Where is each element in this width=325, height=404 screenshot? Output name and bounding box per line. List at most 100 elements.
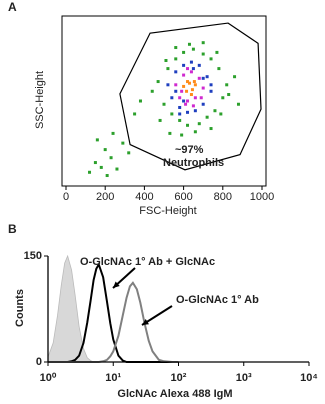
x-tick-label: 10¹: [105, 372, 121, 384]
plot-frame: [61, 15, 267, 187]
scatter-point: [201, 41, 205, 45]
scatter-point: [205, 115, 209, 119]
scatter-point: [209, 127, 213, 131]
scatter-point: [174, 57, 178, 61]
scatter-point: [182, 84, 186, 88]
x-tick-label: 1000: [250, 191, 274, 203]
scatter-point: [127, 151, 131, 155]
scatter-point: [191, 67, 195, 71]
arrow-head: [142, 319, 149, 325]
scatter-point: [201, 86, 205, 90]
scatter-point: [191, 47, 195, 51]
scatter-point: [186, 99, 190, 103]
x-axis-label: FSC-Height: [139, 205, 196, 217]
scatter-point: [121, 141, 125, 145]
scatter-point: [189, 70, 193, 74]
scatter-point: [103, 148, 107, 152]
x-tick-label: 10⁴: [300, 372, 318, 384]
x-tick-label: 10²: [171, 372, 187, 384]
scatter-point: [209, 57, 213, 61]
scatter-point: [150, 89, 154, 93]
scatter-point: [186, 110, 190, 114]
scatter-point: [209, 89, 213, 93]
scatter-point: [182, 63, 186, 67]
scatter-point: [219, 112, 223, 116]
scatter-point: [156, 80, 160, 84]
scatter-point: [133, 112, 137, 116]
arrow-head: [113, 281, 120, 288]
annotation: ~97%: [175, 144, 204, 156]
scatter-point: [99, 165, 103, 169]
y-tick-label: 0: [36, 356, 42, 368]
x-tick-label: 400: [135, 191, 153, 203]
y-axis-label: Counts: [14, 289, 26, 327]
legend-label: O-GlcNAc 1° Ab + GlcNAc: [80, 256, 215, 268]
scatter-point: [187, 42, 191, 46]
scatter-point: [186, 123, 190, 127]
scatter-point: [217, 67, 221, 71]
scatter-point: [170, 112, 174, 116]
gate: [119, 22, 262, 171]
scatter-point: [201, 76, 205, 80]
scatter-point: [178, 96, 182, 100]
scatter-point: [221, 96, 225, 100]
scatter-point: [199, 96, 203, 100]
scatter-point: [182, 99, 186, 103]
scatter-point: [186, 67, 190, 71]
scatter-point: [186, 80, 190, 84]
scatter-point: [190, 88, 194, 92]
scatter-point: [166, 67, 170, 71]
scatter-point: [174, 89, 178, 93]
scatter-point: [236, 102, 240, 106]
scatter-point: [193, 83, 197, 87]
scatter-point: [189, 60, 193, 64]
annotation: Neutrophils: [163, 157, 224, 169]
legend-label: O-GlcNAc 1° Ab: [176, 294, 259, 306]
x-tick-label: 200: [96, 191, 114, 203]
x-tick-label: 10⁰: [40, 372, 57, 384]
scatter-point: [197, 63, 201, 67]
scatter-point: [174, 83, 178, 87]
scatter-point: [182, 50, 186, 54]
x-axis-label: GlcNAc Alexa 488 IgM: [117, 388, 232, 400]
scatter-point: [164, 59, 168, 62]
scatter-point: [209, 83, 213, 87]
x-tick-label: 0: [63, 191, 69, 203]
y-tick-label: 150: [24, 250, 42, 262]
scatter-point: [180, 133, 184, 137]
scatter-point: [166, 83, 170, 87]
scatter-point: [193, 130, 197, 134]
scatter-point: [227, 93, 231, 97]
scatter-point: [138, 99, 142, 103]
scatter-point: [197, 76, 201, 80]
scatter-point: [174, 46, 178, 50]
panel-label: A: [8, 0, 17, 14]
scatter-point: [213, 109, 217, 113]
scatter-point: [105, 174, 109, 178]
scatter-point: [93, 161, 97, 165]
scatter-point: [193, 96, 197, 100]
scatter-point: [88, 170, 92, 174]
scatter-point: [95, 138, 99, 142]
scatter-point: [225, 83, 229, 87]
scatter-point: [205, 75, 209, 79]
scatter-point: [215, 50, 219, 54]
scatter-point: [174, 70, 178, 74]
scatter-point: [184, 102, 188, 106]
histogram-area: [47, 254, 179, 363]
scatter-point: [197, 122, 201, 126]
x-tick-label: 600: [174, 191, 192, 203]
y-axis-label: SSC-Height: [34, 71, 46, 129]
scatter-point: [189, 93, 193, 97]
scatter-point: [170, 96, 174, 100]
scatter-point: [178, 105, 182, 109]
scatter-point: [162, 102, 166, 106]
scatter-point: [192, 80, 196, 84]
scatter-point: [233, 75, 237, 79]
scatter-point: [158, 118, 162, 122]
scatter-point: [201, 102, 205, 106]
scatter-point: [201, 52, 205, 56]
scatter-point: [109, 156, 113, 160]
scatter-point: [191, 104, 195, 108]
